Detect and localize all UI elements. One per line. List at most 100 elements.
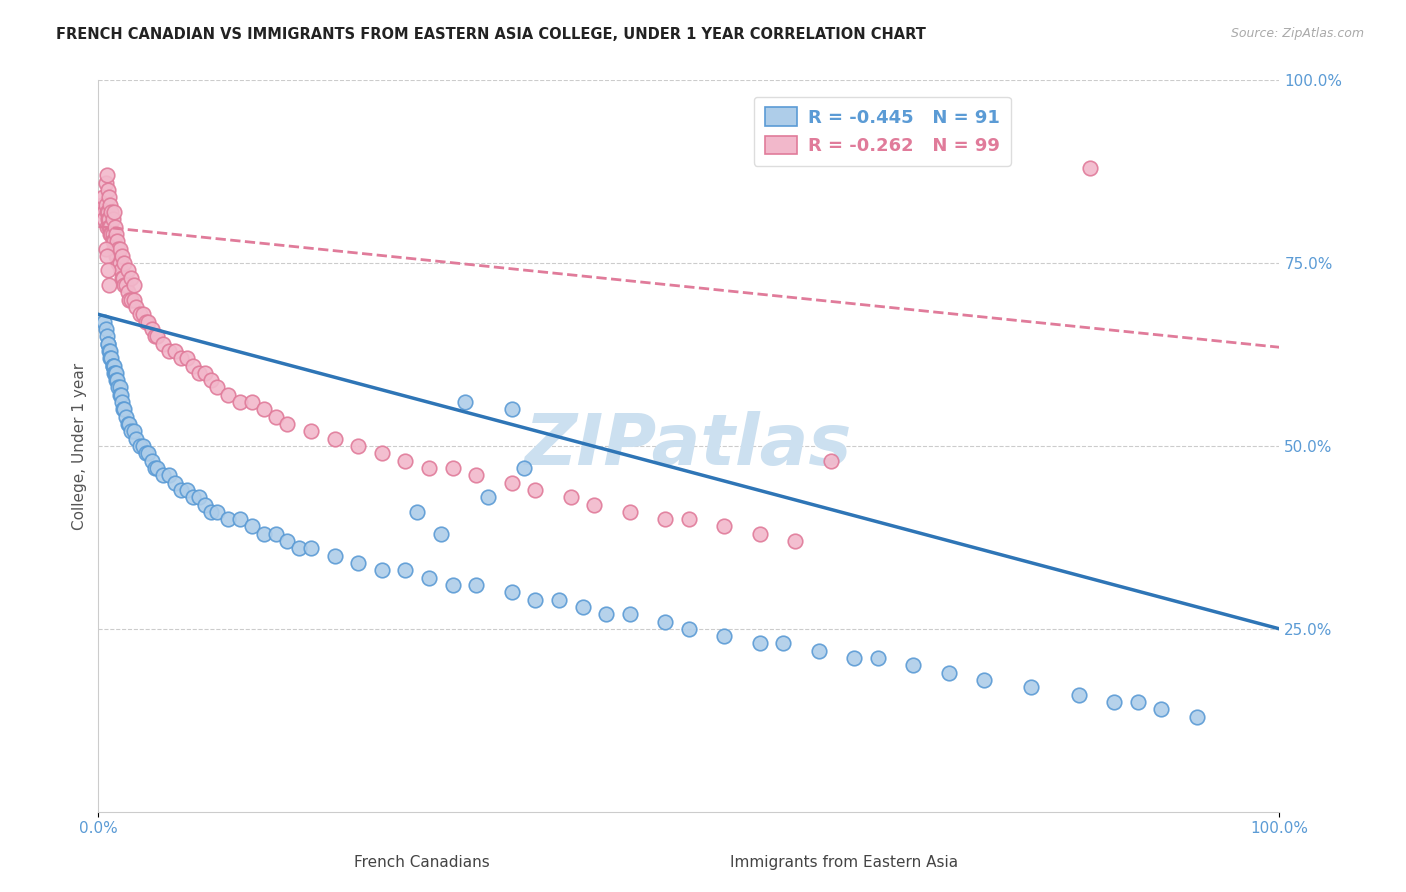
Point bbox=[96, 249, 118, 263]
Point bbox=[844, 651, 866, 665]
Point bbox=[94, 322, 117, 336]
Point bbox=[118, 417, 141, 431]
Point bbox=[104, 219, 127, 234]
Point bbox=[101, 359, 124, 373]
Point bbox=[111, 249, 134, 263]
Point bbox=[200, 505, 222, 519]
Point bbox=[323, 549, 346, 563]
Point bbox=[217, 388, 239, 402]
Point bbox=[111, 395, 134, 409]
Point bbox=[100, 227, 122, 241]
Point bbox=[117, 285, 139, 300]
Point bbox=[112, 270, 135, 285]
Point bbox=[713, 629, 735, 643]
Point bbox=[347, 439, 370, 453]
Point bbox=[98, 190, 121, 204]
Point bbox=[98, 343, 121, 358]
Point bbox=[93, 212, 115, 227]
Point bbox=[117, 417, 139, 431]
Point bbox=[181, 359, 204, 373]
Point bbox=[125, 432, 148, 446]
Point bbox=[94, 197, 117, 211]
Point bbox=[170, 351, 193, 366]
Point bbox=[98, 278, 121, 293]
Point bbox=[548, 592, 571, 607]
Point bbox=[112, 402, 135, 417]
Point bbox=[583, 498, 606, 512]
Point bbox=[96, 329, 118, 343]
Y-axis label: College, Under 1 year: College, Under 1 year bbox=[72, 362, 87, 530]
Point bbox=[501, 402, 523, 417]
Point bbox=[323, 432, 346, 446]
Point bbox=[288, 541, 311, 556]
Point bbox=[98, 227, 121, 241]
Point bbox=[430, 526, 453, 541]
Point bbox=[619, 607, 641, 622]
Point bbox=[501, 585, 523, 599]
Point bbox=[103, 242, 125, 256]
Point bbox=[229, 512, 252, 526]
Point bbox=[477, 490, 499, 504]
Point bbox=[240, 395, 263, 409]
Point bbox=[93, 315, 115, 329]
Point bbox=[101, 359, 124, 373]
Point bbox=[465, 468, 488, 483]
Point bbox=[165, 343, 187, 358]
Point bbox=[217, 512, 239, 526]
Point bbox=[654, 512, 676, 526]
Point bbox=[253, 526, 276, 541]
Point bbox=[1067, 688, 1090, 702]
Point bbox=[94, 242, 117, 256]
Text: ZIPatlas: ZIPatlas bbox=[526, 411, 852, 481]
Point bbox=[125, 300, 148, 314]
Point bbox=[276, 417, 298, 431]
Point bbox=[135, 446, 157, 460]
Point bbox=[240, 519, 263, 533]
Point bbox=[110, 263, 132, 277]
Point bbox=[501, 475, 523, 490]
Point bbox=[97, 183, 120, 197]
Point bbox=[136, 446, 159, 460]
Point bbox=[181, 490, 204, 504]
Point bbox=[141, 453, 163, 467]
Point bbox=[132, 307, 155, 321]
Point bbox=[394, 453, 416, 467]
Point bbox=[97, 336, 120, 351]
Point bbox=[194, 366, 217, 380]
Point bbox=[418, 461, 440, 475]
Point bbox=[595, 607, 617, 622]
Point bbox=[406, 505, 429, 519]
Point bbox=[121, 270, 143, 285]
Point bbox=[807, 644, 830, 658]
Point bbox=[108, 256, 131, 270]
Point bbox=[103, 205, 125, 219]
Point bbox=[205, 505, 228, 519]
Point bbox=[112, 278, 135, 293]
Point bbox=[94, 176, 117, 190]
Point bbox=[111, 270, 134, 285]
Point bbox=[194, 498, 217, 512]
Point bbox=[108, 242, 131, 256]
Point bbox=[748, 636, 770, 650]
Point bbox=[1102, 695, 1125, 709]
Point bbox=[136, 315, 159, 329]
Point bbox=[299, 541, 322, 556]
Point bbox=[157, 343, 180, 358]
Point bbox=[108, 388, 131, 402]
Point bbox=[264, 526, 287, 541]
Point bbox=[122, 293, 145, 307]
Point bbox=[128, 439, 150, 453]
Point bbox=[973, 673, 995, 687]
Point bbox=[96, 205, 118, 219]
Point bbox=[524, 483, 547, 497]
Point bbox=[264, 409, 287, 424]
Point bbox=[1185, 709, 1208, 723]
Text: French Canadians: French Canadians bbox=[354, 855, 489, 870]
Point bbox=[748, 526, 770, 541]
Point bbox=[418, 571, 440, 585]
Point bbox=[103, 359, 125, 373]
Point bbox=[98, 212, 121, 227]
Point bbox=[132, 439, 155, 453]
Point bbox=[299, 425, 322, 439]
Point bbox=[122, 278, 145, 293]
